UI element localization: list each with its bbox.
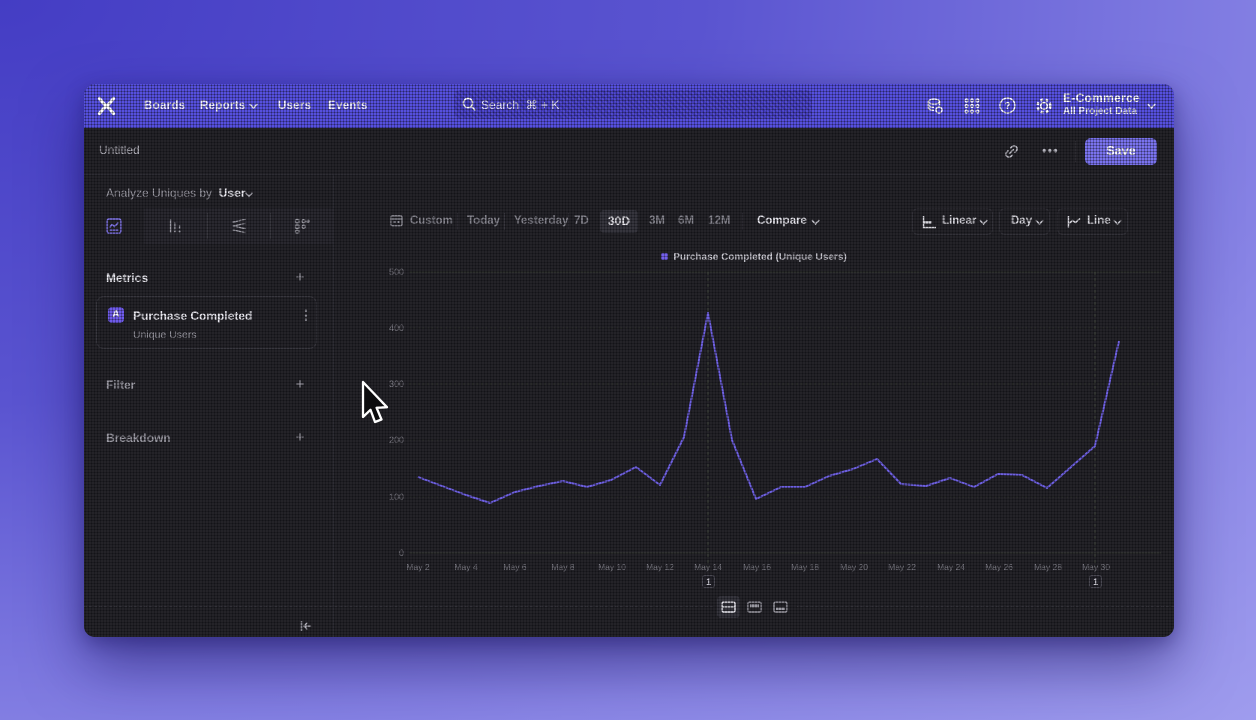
svg-text:May 24: May 24 xyxy=(937,562,965,572)
svg-text:May 16: May 16 xyxy=(743,562,771,572)
svg-text:0: 0 xyxy=(399,548,404,558)
svg-text:May 20: May 20 xyxy=(840,562,868,572)
svg-text:May 10: May 10 xyxy=(598,562,626,572)
svg-text:400: 400 xyxy=(389,323,404,333)
svg-text:500: 500 xyxy=(389,267,404,277)
svg-text:May 26: May 26 xyxy=(985,562,1013,572)
svg-text:May 30: May 30 xyxy=(1082,562,1110,572)
svg-text:200: 200 xyxy=(389,435,404,445)
svg-text:May 4: May 4 xyxy=(454,562,477,572)
svg-text:May 12: May 12 xyxy=(646,562,674,572)
svg-text:May 2: May 2 xyxy=(406,562,429,572)
svg-text:?: ? xyxy=(1004,101,1010,112)
svg-text:May 28: May 28 xyxy=(1034,562,1062,572)
svg-text:May 22: May 22 xyxy=(888,562,916,572)
svg-text:May 6: May 6 xyxy=(503,562,526,572)
svg-text:100: 100 xyxy=(389,492,404,502)
svg-text:May 18: May 18 xyxy=(791,562,819,572)
svg-text:May 8: May 8 xyxy=(551,562,574,572)
svg-text:May 14: May 14 xyxy=(694,562,722,572)
